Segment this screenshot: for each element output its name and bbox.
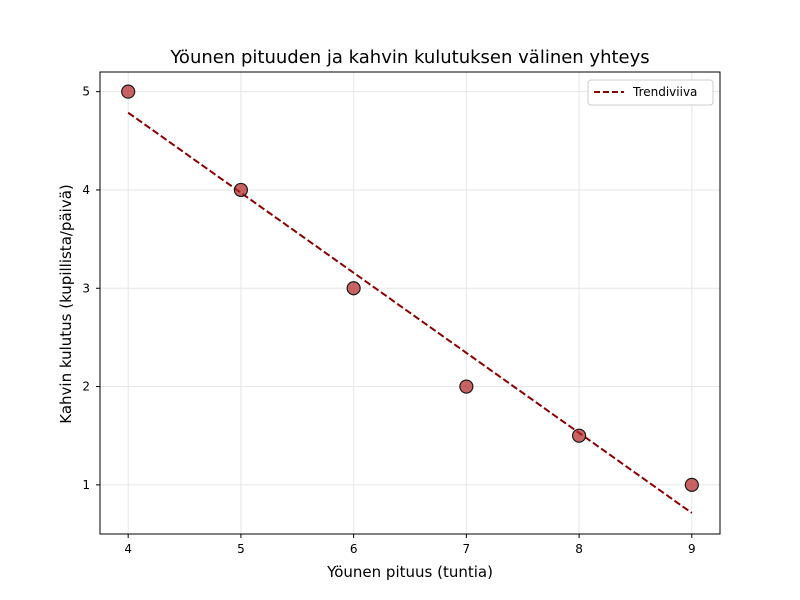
y-tick-label: 4 xyxy=(82,183,90,197)
plot-area-frame xyxy=(99,71,721,535)
data-point xyxy=(459,379,474,394)
data-points xyxy=(121,84,699,492)
y-tick-label: 5 xyxy=(82,85,90,99)
data-point xyxy=(571,428,587,443)
data-point xyxy=(121,84,136,99)
legend-label-trend: Trendiviiva xyxy=(632,85,697,99)
x-tick-label: 8 xyxy=(575,542,583,556)
x-axis-label: Yöunen pituus (tuntia) xyxy=(326,563,493,581)
data-point xyxy=(684,477,699,492)
y-tick-label: 3 xyxy=(82,281,90,295)
y-tick-label: 2 xyxy=(82,380,90,394)
legend-box xyxy=(587,79,714,106)
data-point xyxy=(233,182,249,198)
trend-line xyxy=(127,111,693,514)
data-point xyxy=(346,281,361,296)
x-tick-label: 5 xyxy=(237,542,245,556)
trend-line-layer xyxy=(127,111,693,514)
x-tick-label: 9 xyxy=(688,542,696,556)
x-tick-label: 7 xyxy=(463,542,471,556)
y-axis-label: Kahvin kulutus (kupillista/päivä) xyxy=(57,184,75,424)
y-tick-label: 1 xyxy=(82,478,90,492)
x-tick-label: 6 xyxy=(350,542,358,556)
legend: Trendiviiva xyxy=(587,79,714,106)
axis-ticks: 4 5 6 7 8 9 1 2 3 4 5 xyxy=(82,85,695,556)
chart-title: Yöunen pituuden ja kahvin kulutuksen väl… xyxy=(169,47,649,68)
x-tick-label: 4 xyxy=(124,542,132,556)
